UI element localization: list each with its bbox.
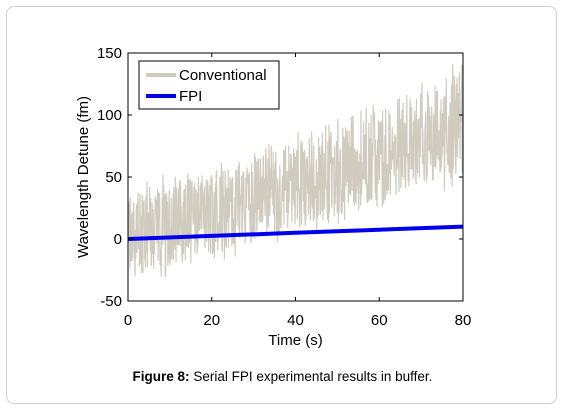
y-axis-label: Wavelength Detune (fm)	[75, 96, 92, 258]
x-tick-label: 80	[455, 312, 472, 329]
conventional-line	[127, 63, 464, 278]
legend: Conventional FPI	[138, 60, 280, 110]
y-tick-label: 0	[114, 231, 122, 248]
conventional-series	[127, 63, 464, 278]
x-tick-label: 40	[287, 312, 304, 329]
x-axis: 0 20 40 60 80	[124, 53, 472, 329]
y-tick-label: 50	[105, 169, 122, 186]
y-axis: -50 0 50 100 150	[97, 45, 463, 310]
x-tick-label: 60	[371, 312, 388, 329]
figure-caption: Figure 8: Serial FPI experimental result…	[0, 369, 565, 384]
y-tick-label: 150	[97, 45, 122, 62]
fpi-series	[127, 224, 464, 241]
legend-label-fpi: FPI	[179, 88, 202, 105]
x-axis-label: Time (s)	[268, 332, 322, 349]
caption-label: Figure 8:	[132, 369, 190, 384]
legend-label-conventional: Conventional	[179, 67, 267, 84]
x-tick-label: 20	[203, 312, 220, 329]
caption-text: Serial FPI experimental results in buffe…	[189, 369, 433, 384]
y-tick-label: -50	[100, 293, 122, 310]
y-tick-label: 100	[97, 107, 122, 124]
x-tick-label: 0	[124, 312, 132, 329]
legend-box	[138, 60, 280, 110]
fpi-line	[127, 224, 464, 241]
